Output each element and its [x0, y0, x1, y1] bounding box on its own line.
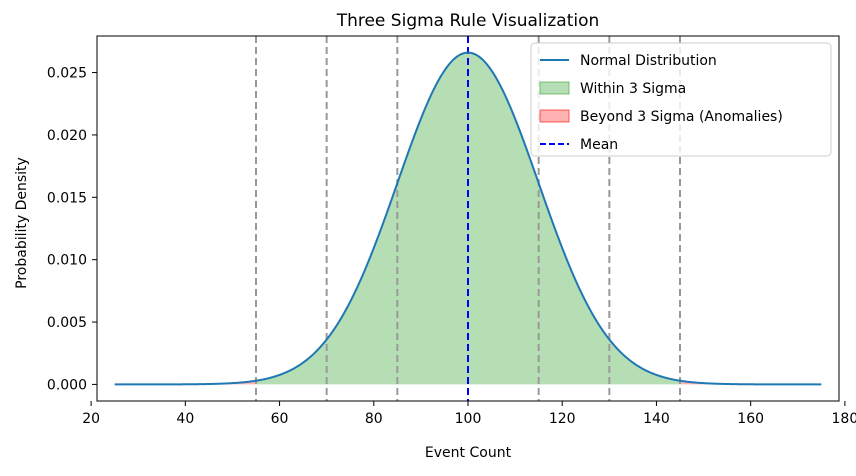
- y-tick-label: 0.025: [47, 66, 87, 82]
- legend-handle-patch: [539, 81, 570, 95]
- beyond-3-sigma-area-right: [680, 380, 822, 385]
- axes: 20 40 60 80 100 120 140 160 180 0.000 0.005 0.010 0.…: [47, 35, 856, 427]
- normal-distribution-line: [114, 51, 822, 386]
- y-axis-label: Probability Density: [14, 157, 30, 289]
- beyond-3-sigma-area-left: [114, 380, 256, 385]
- y-tick-label: 0.005: [47, 315, 87, 331]
- x-tick-label: 140: [643, 411, 670, 427]
- y-tick-label: 0.010: [47, 253, 87, 269]
- x-axis-label: Event Count: [425, 445, 512, 461]
- legend-label: Normal Distribution: [580, 53, 717, 69]
- legend-label: Beyond 3 Sigma (Anomalies): [580, 109, 783, 125]
- legend-label: Within 3 Sigma: [580, 81, 686, 97]
- x-tick-label: 60: [271, 411, 289, 427]
- x-tick-label: 120: [549, 411, 576, 427]
- x-tick-label: 20: [82, 411, 100, 427]
- x-tick-label: 100: [455, 411, 482, 427]
- y-tick-label: 0.015: [47, 190, 87, 206]
- x-tick-label: 80: [365, 411, 383, 427]
- legend-box: [530, 42, 832, 157]
- legend: Normal Distribution Within 3 Sigma Beyond …: [530, 42, 832, 157]
- x-tick-label: 40: [176, 411, 194, 427]
- chart-title: Three Sigma Rule Visualization: [336, 11, 600, 31]
- legend-label: Mean: [580, 137, 618, 153]
- x-tick-label: 160: [737, 411, 764, 427]
- y-tick-label: 0.020: [47, 128, 87, 144]
- legend-handle-patch: [539, 109, 570, 123]
- x-tick-label: 180: [832, 411, 856, 427]
- y-tick-label: 0.000: [47, 377, 87, 393]
